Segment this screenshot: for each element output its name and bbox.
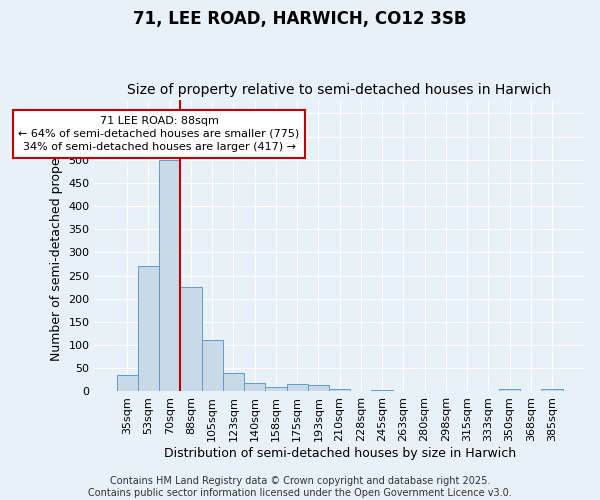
Text: 71, LEE ROAD, HARWICH, CO12 3SB: 71, LEE ROAD, HARWICH, CO12 3SB [133, 10, 467, 28]
Bar [308, 386, 329, 392]
Bar [138, 266, 159, 392]
Text: 71 LEE ROAD: 88sqm
← 64% of semi-detached houses are smaller (775)
34% of semi-d: 71 LEE ROAD: 88sqm ← 64% of semi-detache… [19, 116, 299, 152]
Bar [244, 383, 265, 392]
Text: Contains HM Land Registry data © Crown copyright and database right 2025.
Contai: Contains HM Land Registry data © Crown c… [88, 476, 512, 498]
Bar [350, 390, 371, 392]
Bar [287, 384, 308, 392]
Bar [223, 373, 244, 392]
Bar [329, 389, 350, 392]
Bar [180, 287, 202, 392]
Y-axis label: Number of semi-detached properties: Number of semi-detached properties [50, 130, 62, 361]
Bar [159, 160, 180, 392]
Bar [499, 389, 520, 392]
Title: Size of property relative to semi-detached houses in Harwich: Size of property relative to semi-detach… [127, 83, 552, 97]
Bar [265, 387, 287, 392]
X-axis label: Distribution of semi-detached houses by size in Harwich: Distribution of semi-detached houses by … [164, 447, 515, 460]
Bar [116, 375, 138, 392]
Bar [202, 340, 223, 392]
Bar [541, 389, 563, 392]
Bar [371, 390, 393, 392]
